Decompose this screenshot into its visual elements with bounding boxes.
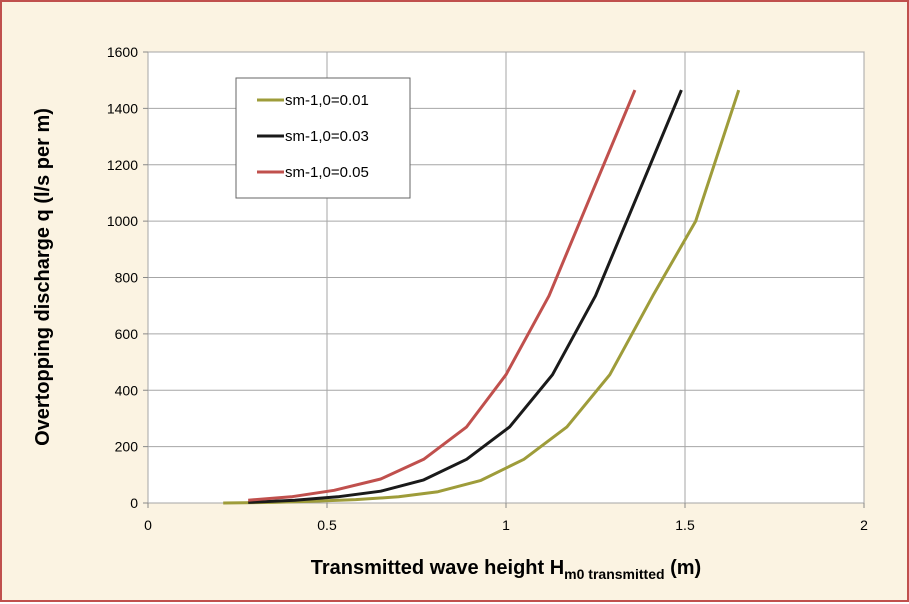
y-tick-label: 600 bbox=[115, 326, 139, 342]
legend-label: sm-1,0=0.05 bbox=[285, 164, 369, 181]
x-tick-label: 2 bbox=[860, 517, 868, 533]
y-tick-label: 400 bbox=[115, 382, 139, 398]
y-tick-label: 1200 bbox=[107, 157, 138, 173]
x-tick-label: 1 bbox=[502, 517, 510, 533]
y-tick-label: 200 bbox=[115, 439, 139, 455]
series-line-2 bbox=[248, 89, 683, 504]
y-tick-label: 1000 bbox=[107, 213, 138, 229]
legend: sm-1,0=0.01 sm-1,0=0.03 sm-1,0=0.05 bbox=[235, 77, 411, 199]
legend-label: sm-1,0=0.01 bbox=[285, 92, 369, 109]
x-tick-label: 0.5 bbox=[317, 517, 337, 533]
x-tick-label: 0 bbox=[144, 517, 152, 533]
series-line-1 bbox=[223, 89, 741, 505]
series-line-3 bbox=[248, 89, 637, 502]
y-tick-label: 1600 bbox=[107, 44, 138, 60]
x-axis-title: Transmitted wave height Hm0 transmitted … bbox=[311, 557, 701, 582]
series-group bbox=[223, 89, 741, 505]
y-axis-title: Overtopping discharge q (l/s per m) bbox=[32, 108, 54, 446]
legend-label: sm-1,0=0.03 bbox=[285, 128, 369, 145]
y-tick-label: 800 bbox=[115, 270, 139, 286]
y-tick-label: 0 bbox=[130, 495, 138, 511]
legend-box bbox=[235, 77, 411, 199]
y-tick-label: 1400 bbox=[107, 100, 138, 116]
ticks: 0 200 400 600 800 1000 1200 1400 1600 0 0.5 1 1.5 2 bbox=[107, 44, 868, 533]
x-tick-label: 1.5 bbox=[675, 517, 695, 533]
